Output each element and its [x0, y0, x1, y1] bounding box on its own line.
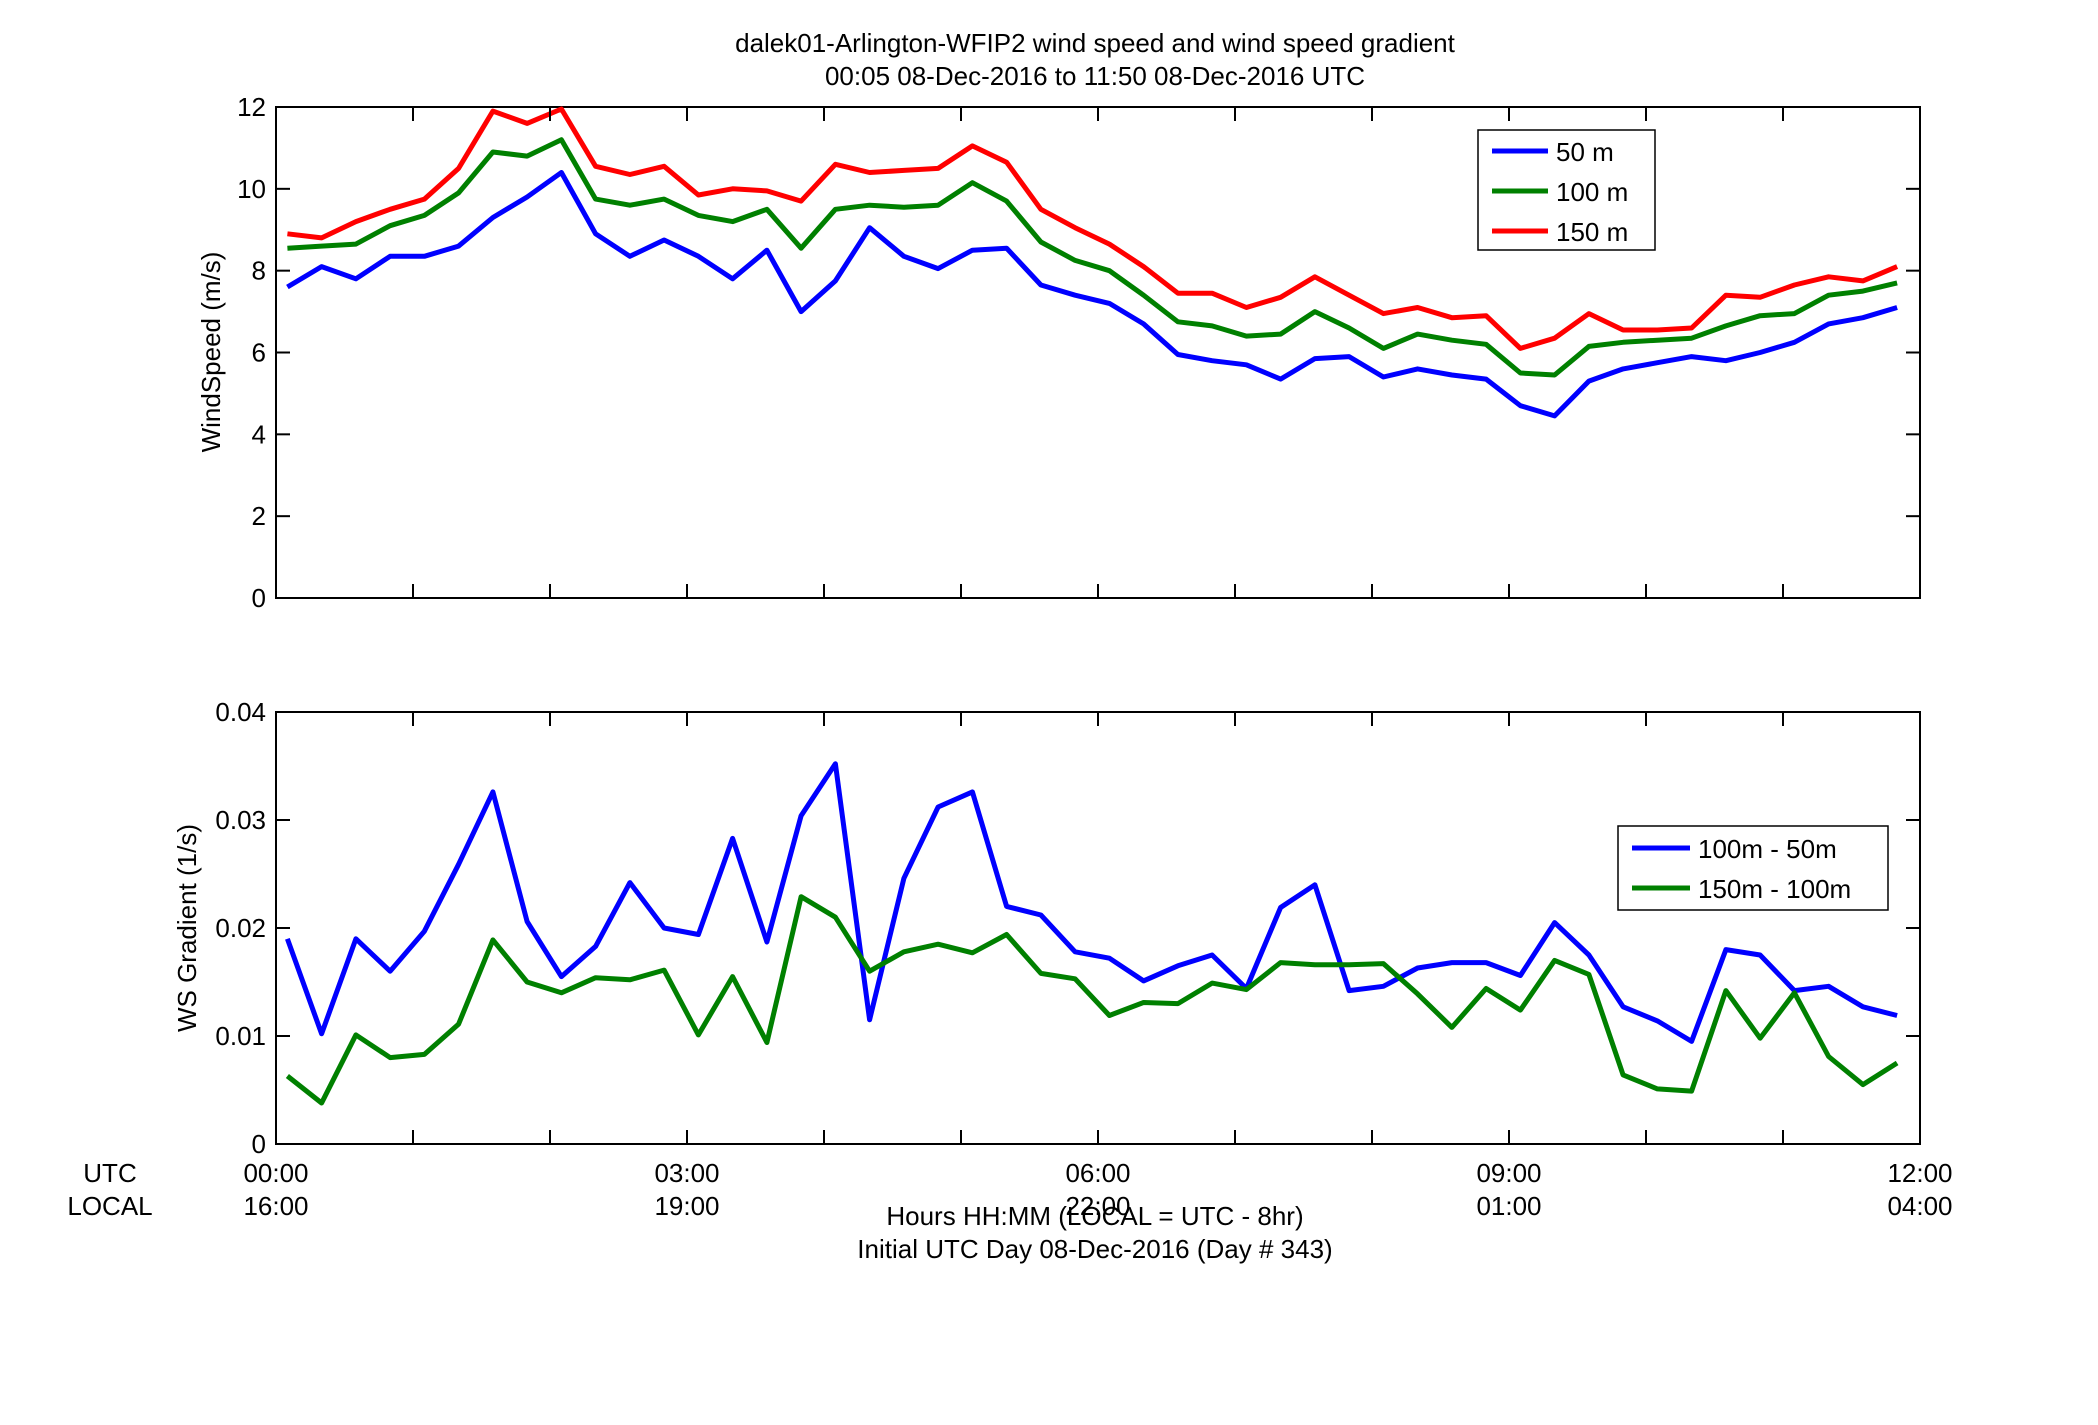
gradient-y-axis-label: WS Gradient (1/s) [172, 824, 202, 1032]
gradient-plot-area [275, 711, 1921, 1145]
x-tick-label-local: 16:00 [243, 1191, 308, 1221]
series-line-0-2 [287, 106, 1899, 351]
x-tick-label-local: 22:00 [1065, 1191, 1130, 1221]
y-tick-label: 10 [237, 174, 266, 204]
gradient-panel: 0 0.01 0.02 0.03 0.04 WS Gradient (1/s) 100m… [172, 697, 1921, 1159]
series-line-1-1 [285, 894, 1899, 1106]
x-axis-caption-day: Initial UTC Day 08-Dec-2016 (Day # 343) [857, 1234, 1332, 1264]
legend-label-100m-50m: 100m - 50m [1698, 834, 1837, 864]
legend-label-50m: 50 m [1556, 137, 1614, 167]
gradient-legend-box [1617, 825, 1889, 911]
x-tick-label-local: 04:00 [1887, 1191, 1952, 1221]
y-tick-label: 0.03 [215, 805, 266, 835]
x-axis-caption-hours: Hours HH:MM (LOCAL = UTC - 8hr) [886, 1201, 1303, 1231]
x-tick-label-local: 19:00 [654, 1191, 719, 1221]
x-tick-label-utc: 03:00 [654, 1158, 719, 1188]
y-tick-label: 8 [252, 256, 266, 286]
windspeed-series-lines [286, 106, 1899, 419]
series-line-1-0 [285, 761, 1898, 1044]
windspeed-y-axis-label: WindSpeed (m/s) [196, 252, 226, 453]
local-row-label: LOCAL [67, 1191, 152, 1221]
y-tick-label: 6 [252, 338, 266, 368]
windspeed-axes: 0 2 4 6 8 10 12 [237, 92, 1921, 613]
y-tick-label: 4 [252, 419, 266, 449]
x-tick-label-utc: 12:00 [1887, 1158, 1952, 1188]
series-line-0-0 [286, 170, 1898, 419]
utc-row-label: UTC [83, 1158, 136, 1188]
legend-label-150m: 150 m [1556, 217, 1628, 247]
gradient-series-lines [285, 761, 1899, 1106]
y-tick-label: 12 [237, 92, 266, 122]
y-tick-label: 0 [252, 1129, 266, 1159]
x-tick-label-utc: 00:00 [243, 1158, 308, 1188]
legend-label-150m-100m: 150m - 100m [1698, 874, 1851, 904]
y-tick-label: 0 [252, 583, 266, 613]
x-tick-label-local: 01:00 [1476, 1191, 1541, 1221]
windspeed-panel: 0 2 4 6 8 10 12 WindSpeed (m/s) 50 m 100 m 150… [196, 92, 1921, 613]
y-tick-label: 0.01 [215, 1021, 266, 1051]
gradient-axes: 0 0.01 0.02 0.03 0.04 [215, 697, 1921, 1159]
legend-label-100m: 100 m [1556, 177, 1628, 207]
gradient-legend: 100m - 50m 150m - 100m [1617, 825, 1889, 911]
y-tick-label: 0.02 [215, 913, 266, 943]
x-tick-label-utc: 09:00 [1476, 1158, 1541, 1188]
chart-subtitle: 00:05 08-Dec-2016 to 11:50 08-Dec-2016 U… [825, 61, 1365, 91]
y-tick-label: 0.04 [215, 697, 266, 727]
series-line-0-1 [287, 137, 1898, 378]
windspeed-plot-area [275, 106, 1921, 599]
x-tick-label-utc: 06:00 [1065, 1158, 1130, 1188]
chart-title: dalek01-Arlington-WFIP2 wind speed and w… [735, 28, 1456, 58]
windspeed-legend: 50 m 100 m 150 m [1477, 129, 1656, 251]
y-tick-label: 2 [252, 501, 266, 531]
